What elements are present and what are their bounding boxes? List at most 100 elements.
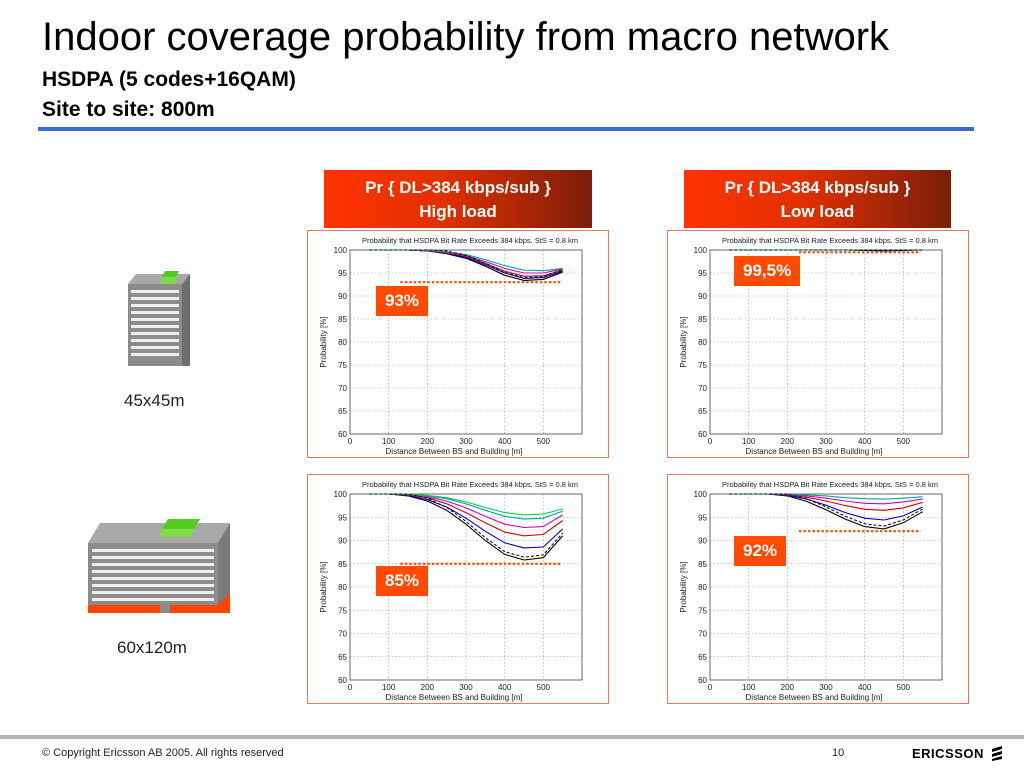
y-tick-label: 80	[698, 583, 707, 592]
ericsson-logo-mark-icon	[992, 746, 1003, 761]
y-tick-label: 85	[698, 315, 707, 324]
x-tick-label: 0	[348, 437, 353, 446]
y-tick-label: 90	[698, 537, 707, 546]
x-tick-label: 200	[421, 683, 435, 692]
y-tick-label: 100	[694, 490, 708, 499]
title-divider	[38, 127, 974, 131]
y-tick-label: 100	[334, 246, 348, 255]
y-tick-label: 80	[338, 583, 347, 592]
x-axis-label: Distance Between BS and Building [m]	[746, 693, 883, 702]
chart-title: Probability that HSDPA Bit Rate Exceeds …	[722, 480, 938, 489]
y-axis-label: Probability [%]	[679, 316, 688, 367]
large-building-icon	[88, 519, 230, 613]
x-tick-label: 400	[498, 683, 512, 692]
page-number: 10	[832, 747, 845, 759]
y-tick-label: 85	[698, 560, 707, 569]
y-tick-label: 75	[698, 606, 707, 615]
x-tick-label: 200	[421, 437, 435, 446]
chart-title: Probability that HSDPA Bit Rate Exceeds …	[722, 236, 938, 245]
ericsson-logo-text: ERICSSON	[912, 746, 984, 761]
y-tick-label: 90	[338, 537, 347, 546]
x-tick-label: 0	[708, 437, 713, 446]
chart-high-load-small-building: Probability that HSDPA Bit Rate Exceeds …	[307, 230, 609, 458]
x-tick-label: 0	[708, 683, 713, 692]
chart-high-load-large-building: Probability that HSDPA Bit Rate Exceeds …	[307, 474, 609, 704]
y-axis-label: Probability [%]	[319, 316, 328, 367]
y-tick-label: 90	[338, 292, 347, 301]
subtitle-site-to-site: Site to site: 800m	[42, 98, 215, 121]
y-tick-label: 60	[338, 676, 347, 685]
y-axis-label: Probability [%]	[319, 561, 328, 612]
y-tick-label: 100	[334, 490, 348, 499]
page-title: Indoor coverage probability from macro n…	[42, 15, 890, 59]
building-size-label-small: 45x45m	[124, 391, 185, 410]
chart-low-load-small-building: Probability that HSDPA Bit Rate Exceeds …	[667, 230, 969, 458]
callout-99-5: 99,5%	[734, 256, 801, 286]
x-tick-label: 400	[498, 437, 512, 446]
callout-93: 93%	[376, 286, 429, 316]
x-tick-label: 500	[897, 683, 911, 692]
y-tick-label: 65	[698, 653, 707, 662]
series-line-dashed	[729, 493, 923, 527]
y-axis-label: Probability [%]	[679, 561, 688, 612]
header-low-load-line1: Pr { DL>384 kbps/sub }	[724, 178, 911, 197]
series-line	[729, 493, 923, 530]
y-tick-label: 60	[338, 430, 347, 439]
x-tick-label: 100	[382, 683, 396, 692]
chart-plot-1: Probability that HSDPA Bit Rate Exceeds …	[319, 236, 583, 456]
chart-title: Probability that HSDPA Bit Rate Exceeds …	[362, 236, 578, 245]
chart-plot-2: Probability that HSDPA Bit Rate Exceeds …	[679, 236, 943, 456]
y-tick-label: 70	[338, 630, 347, 639]
plot-frame	[349, 493, 583, 681]
x-tick-label: 400	[858, 683, 872, 692]
x-tick-label: 500	[897, 437, 911, 446]
y-tick-label: 95	[338, 513, 347, 522]
x-tick-label: 300	[819, 437, 833, 446]
series-line-dashed	[369, 493, 564, 558]
callout-85: 85%	[376, 566, 429, 596]
y-tick-label: 95	[338, 269, 347, 278]
x-tick-label: 300	[819, 683, 833, 692]
x-tick-label: 500	[537, 683, 551, 692]
copyright-text: © Copyright Ericsson AB 2005. All rights…	[42, 747, 284, 759]
x-tick-label: 400	[858, 437, 872, 446]
x-tick-label: 200	[781, 683, 795, 692]
x-tick-label: 500	[537, 437, 551, 446]
x-tick-label: 0	[348, 683, 353, 692]
y-tick-label: 75	[338, 606, 347, 615]
building-size-label-large: 60x120m	[117, 638, 187, 657]
series-line-dashed	[369, 249, 563, 279]
x-tick-label: 100	[742, 437, 756, 446]
y-tick-label: 100	[694, 246, 708, 255]
y-tick-label: 85	[338, 315, 347, 324]
y-tick-label: 60	[698, 676, 707, 685]
x-tick-label: 100	[382, 437, 396, 446]
y-tick-label: 70	[698, 384, 707, 393]
plot-frame	[349, 249, 583, 435]
small-building-icon	[128, 271, 190, 366]
y-tick-label: 75	[338, 361, 347, 370]
y-tick-label: 65	[698, 407, 707, 416]
subtitle-hsdpa: HSDPA (5 codes+16QAM)	[42, 68, 296, 91]
y-tick-label: 60	[698, 430, 707, 439]
x-axis-label: Distance Between BS and Building [m]	[386, 693, 523, 702]
y-tick-label: 80	[338, 338, 347, 347]
y-tick-label: 65	[338, 653, 347, 662]
header-high-load-line2: High load	[419, 202, 497, 221]
x-tick-label: 300	[459, 683, 473, 692]
header-low-load: Pr { DL>384 kbps/sub } Low load	[684, 170, 951, 228]
x-tick-label: 300	[459, 437, 473, 446]
header-low-load-line2: Low load	[780, 202, 855, 221]
x-tick-label: 200	[781, 437, 795, 446]
x-axis-label: Distance Between BS and Building [m]	[746, 447, 883, 456]
y-tick-label: 85	[338, 560, 347, 569]
chart-low-load-large-building: Probability that HSDPA Bit Rate Exceeds …	[667, 474, 969, 704]
plot-frame	[709, 493, 943, 681]
y-tick-label: 65	[338, 407, 347, 416]
ericsson-logo: ERICSSON	[912, 745, 1004, 761]
y-tick-label: 95	[698, 269, 707, 278]
footer-divider	[0, 735, 1024, 739]
y-tick-label: 70	[338, 384, 347, 393]
y-tick-label: 90	[698, 292, 707, 301]
x-axis-label: Distance Between BS and Building [m]	[386, 447, 523, 456]
